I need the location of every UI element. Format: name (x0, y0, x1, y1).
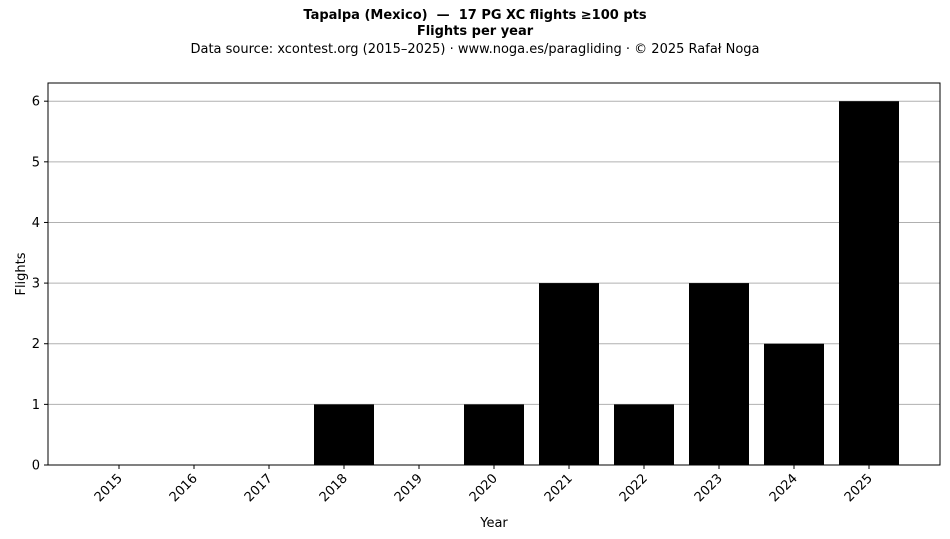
x-tick-label: 2022 (617, 471, 651, 505)
x-axis-label: Year (479, 516, 508, 531)
x-tick-label: 2018 (317, 471, 351, 505)
y-axis-label: Flights (14, 252, 29, 295)
y-tick-label: 1 (32, 398, 40, 413)
chart-title: Tapalpa (Mexico) — 17 PG XC flights ≥100… (303, 8, 647, 23)
x-axis-ticks: 2015 2016 2017 2018 2019 2020 2021 2022 2023 2024… (92, 465, 876, 505)
bar (839, 101, 899, 465)
x-tick-label: 2015 (92, 471, 126, 505)
x-tick-label: 2017 (242, 471, 276, 505)
x-tick-label: 2016 (167, 471, 201, 505)
y-tick-label: 0 (32, 459, 40, 474)
x-tick-label: 2024 (767, 471, 801, 505)
bar (689, 283, 749, 465)
y-tick-label: 6 (32, 95, 40, 110)
y-tick-label: 5 (32, 155, 40, 170)
bar (764, 343, 824, 465)
bar (539, 283, 599, 465)
bars (314, 101, 899, 465)
bar (314, 404, 374, 465)
chart-title-line2: Flights per year (416, 24, 534, 39)
y-axis-ticks: 0 1 2 3 4 5 6 (32, 95, 48, 474)
bar (464, 404, 524, 465)
x-tick-label: 2020 (467, 471, 501, 505)
chart-header: Tapalpa (Mexico) — 17 PG XC flights ≥100… (0, 8, 950, 59)
y-tick-label: 2 (32, 337, 40, 352)
x-tick-label: 2025 (842, 471, 876, 505)
x-tick-label: 2023 (692, 471, 726, 505)
x-tick-label: 2019 (392, 471, 426, 505)
x-tick-label: 2021 (542, 471, 576, 505)
y-tick-label: 4 (32, 216, 40, 231)
bar (614, 404, 674, 465)
chart-subtitle: Data source: xcontest.org (2015–2025) · … (190, 42, 760, 57)
y-tick-label: 3 (32, 277, 40, 292)
